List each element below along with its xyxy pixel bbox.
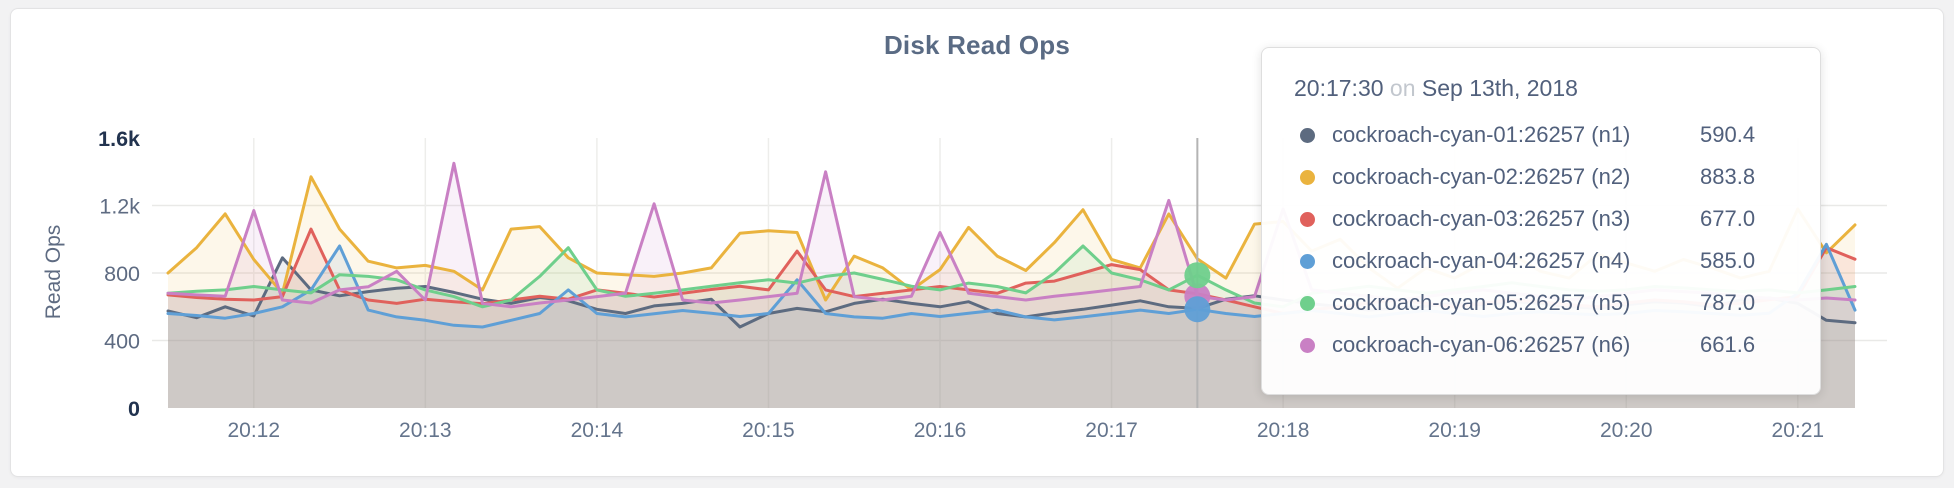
series-label-n4: cockroach-cyan-04:26257 (n4) bbox=[1332, 248, 1631, 273]
y-axis-title: Read Ops bbox=[42, 224, 65, 320]
tooltip-row-n2: cockroach-cyan-02:26257 (n2) 883.8 bbox=[1290, 156, 1792, 198]
series-label-n1: cockroach-cyan-01:26257 (n1) bbox=[1332, 122, 1631, 147]
tooltip-header: 20:17:30 on Sep 13th, 2018 bbox=[1290, 75, 1792, 102]
tooltip-date: Sep 13th, 2018 bbox=[1421, 75, 1578, 101]
series-color-dot-n3 bbox=[1300, 211, 1315, 227]
series-color-dot-n6 bbox=[1300, 337, 1315, 353]
series-value-n6: 661.6 bbox=[1700, 332, 1756, 357]
series-value-n1: 590.4 bbox=[1700, 122, 1756, 147]
series-value-n2: 883.8 bbox=[1700, 164, 1756, 189]
series-label-n2: cockroach-cyan-02:26257 (n2) bbox=[1332, 164, 1631, 189]
series-value-n3: 677.0 bbox=[1700, 206, 1756, 231]
series-label-n6: cockroach-cyan-06:26257 (n6) bbox=[1332, 332, 1631, 357]
series-label-n5: cockroach-cyan-05:26257 (n5) bbox=[1332, 290, 1631, 315]
tooltip-row-n3: cockroach-cyan-03:26257 (n3) 677.0 bbox=[1290, 198, 1792, 240]
series-color-dot-n5 bbox=[1300, 295, 1315, 311]
tooltip-row-n6: cockroach-cyan-06:26257 (n6) 661.6 bbox=[1290, 324, 1792, 366]
series-color-dot-n4 bbox=[1300, 253, 1315, 269]
tooltip-row-n4: cockroach-cyan-04:26257 (n4) 585.0 bbox=[1290, 240, 1792, 282]
chart-title: Disk Read Ops bbox=[883, 30, 1071, 60]
series-value-n5: 787.0 bbox=[1700, 290, 1756, 315]
tooltip-time: 20:17:30 bbox=[1294, 75, 1384, 101]
series-value-n4: 585.0 bbox=[1700, 248, 1756, 273]
tooltip-row-n1: cockroach-cyan-01:26257 (n1) 590.4 bbox=[1290, 114, 1792, 156]
tooltip-row-n5: cockroach-cyan-05:26257 (n5) 787.0 bbox=[1290, 282, 1792, 324]
hover-tooltip: 20:17:30 on Sep 13th, 2018 cockroach-cya… bbox=[1261, 47, 1821, 395]
series-label-n3: cockroach-cyan-03:26257 (n3) bbox=[1332, 206, 1631, 231]
series-color-dot-n1 bbox=[1300, 127, 1315, 143]
tooltip-connector: on bbox=[1389, 75, 1416, 101]
series-color-dot-n2 bbox=[1300, 169, 1315, 185]
